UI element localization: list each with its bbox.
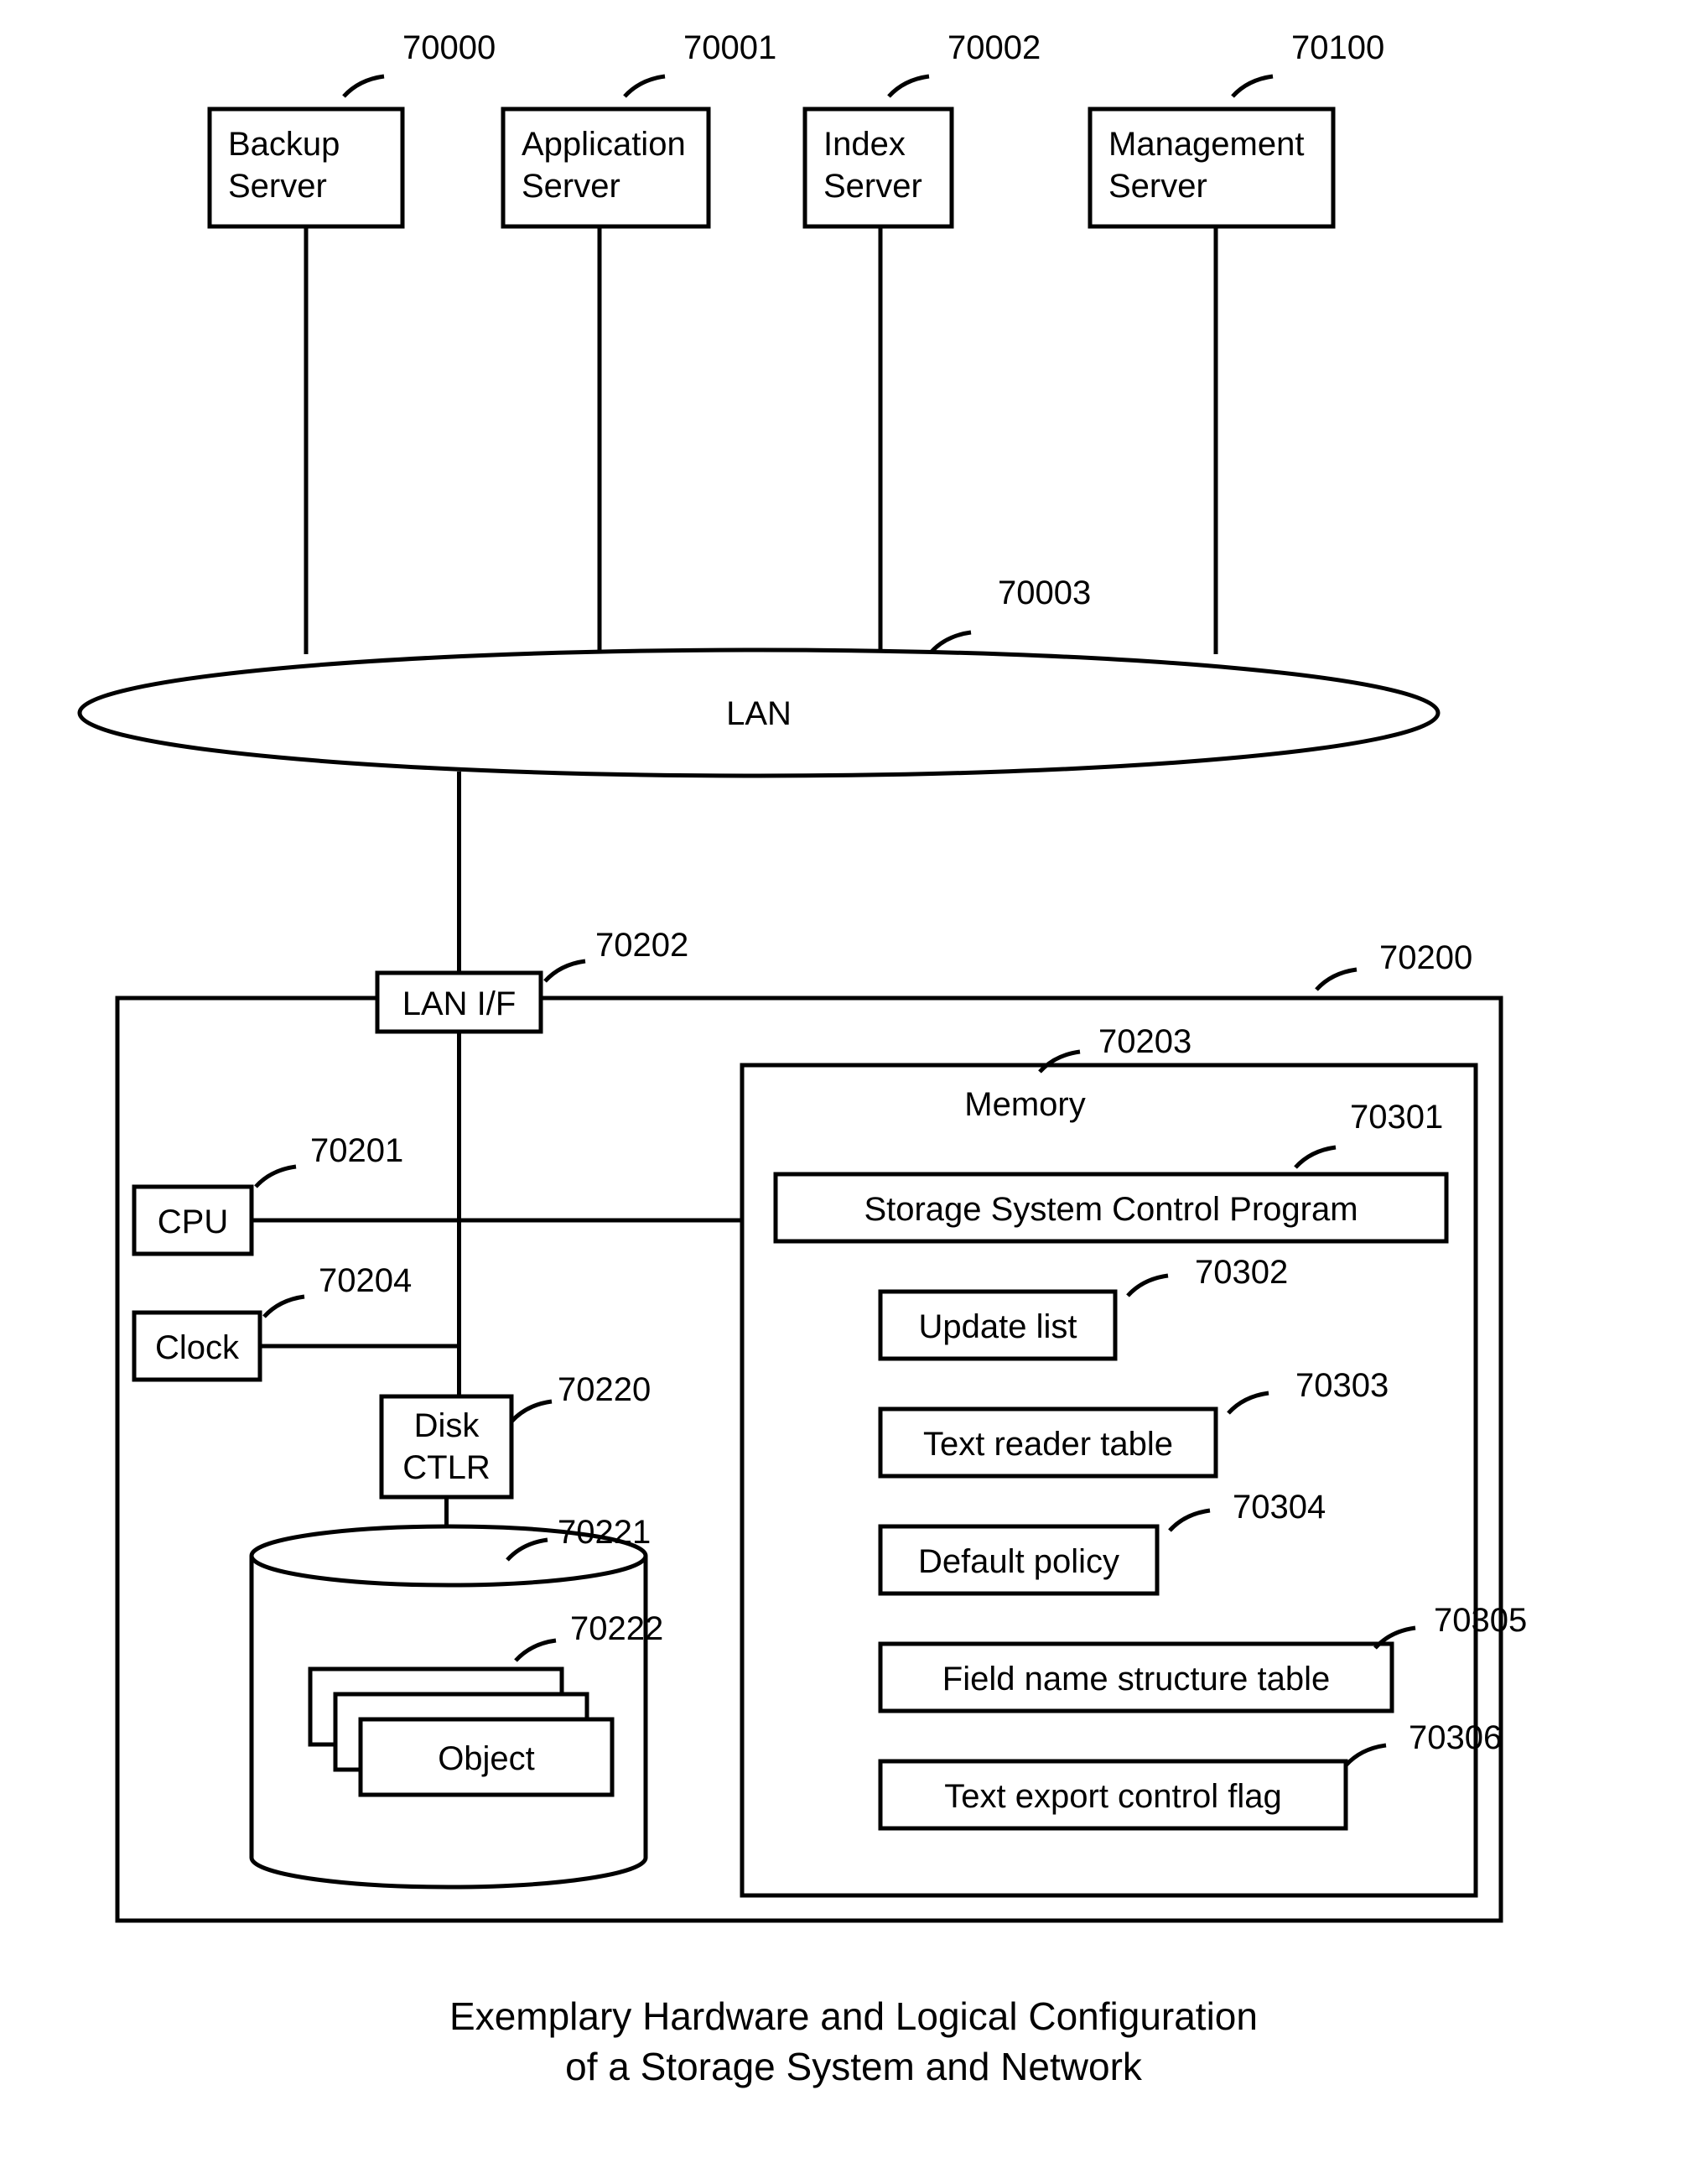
memory-ref: 70203 bbox=[1098, 1023, 1191, 1060]
tecf-label: Text export control flag bbox=[944, 1778, 1281, 1815]
dpol-label: Default policy bbox=[918, 1543, 1119, 1580]
scp-ref: 70301 bbox=[1350, 1099, 1443, 1136]
index-label2: Server bbox=[823, 168, 922, 205]
index-label1: Index bbox=[823, 126, 906, 163]
clock-ref: 70204 bbox=[319, 1262, 412, 1299]
app-label1: Application bbox=[522, 126, 686, 163]
mgmt-ref: 70100 bbox=[1291, 29, 1384, 66]
scp-label: Storage System Control Program bbox=[864, 1191, 1358, 1228]
ref-tick bbox=[889, 76, 929, 96]
caption-line2: of a Storage System and Network bbox=[565, 2045, 1143, 2088]
ref-tick bbox=[931, 632, 971, 652]
index-ref: 70002 bbox=[947, 29, 1041, 66]
app-label2: Server bbox=[522, 168, 620, 205]
mgmt-label1: Management bbox=[1108, 126, 1304, 163]
ref-tick bbox=[344, 76, 384, 96]
ref-tick bbox=[545, 961, 585, 981]
ulist-label: Update list bbox=[919, 1308, 1077, 1345]
object-ref: 70222 bbox=[570, 1610, 663, 1647]
backup-label1: Backup bbox=[228, 126, 340, 163]
clock-label: Clock bbox=[155, 1329, 240, 1366]
lan-ref: 70003 bbox=[998, 574, 1091, 611]
cpu-label: CPU bbox=[158, 1204, 228, 1240]
backup-label2: Server bbox=[228, 168, 327, 205]
fnst-label: Field name structure table bbox=[942, 1661, 1330, 1697]
tecf-ref: 70306 bbox=[1409, 1719, 1502, 1756]
lanif-label: LAN I/F bbox=[402, 985, 517, 1022]
caption-line1: Exemplary Hardware and Logical Configura… bbox=[449, 1994, 1258, 2038]
ref-tick bbox=[625, 76, 665, 96]
ulist-ref: 70302 bbox=[1195, 1254, 1288, 1291]
diskctlr-l2: CTLR bbox=[402, 1449, 490, 1486]
diskctlr-ref: 70220 bbox=[558, 1371, 651, 1408]
lan-label: LAN bbox=[726, 695, 792, 732]
memory-label: Memory bbox=[964, 1086, 1085, 1123]
mgmt-label2: Server bbox=[1108, 168, 1207, 205]
backup-ref: 70000 bbox=[402, 29, 496, 66]
disk-ref: 70221 bbox=[558, 1514, 651, 1551]
dpol-ref: 70304 bbox=[1233, 1489, 1326, 1526]
trt-label: Text reader table bbox=[923, 1426, 1173, 1463]
trt-ref: 70303 bbox=[1295, 1367, 1389, 1404]
object-label: Object bbox=[438, 1740, 535, 1777]
ref-tick bbox=[1316, 970, 1357, 990]
lanif-ref: 70202 bbox=[595, 927, 688, 964]
storage-ref: 70200 bbox=[1379, 939, 1472, 976]
cpu-ref: 70201 bbox=[310, 1132, 403, 1169]
ref-tick bbox=[1233, 76, 1273, 96]
diskctlr-l1: Disk bbox=[414, 1407, 480, 1444]
app-ref: 70001 bbox=[683, 29, 776, 66]
fnst-ref: 70305 bbox=[1434, 1602, 1527, 1639]
diagram-root: Backup Server 70000 Application Server 70001 I… bbox=[0, 0, 1708, 2168]
